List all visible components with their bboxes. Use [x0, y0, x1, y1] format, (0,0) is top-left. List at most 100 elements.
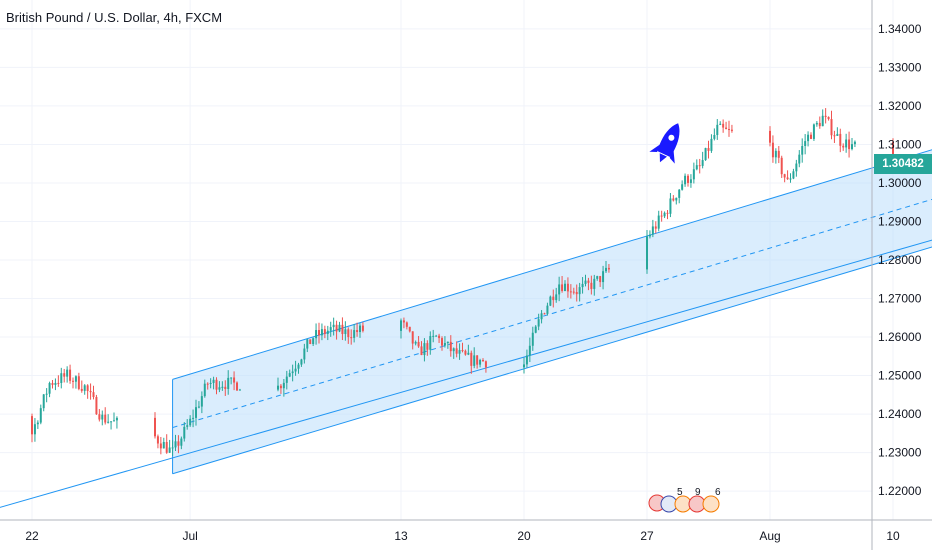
candle-body	[707, 148, 710, 151]
candle-body	[183, 426, 186, 439]
candle-body	[54, 382, 57, 385]
candle-body	[83, 385, 86, 391]
candle-body	[63, 373, 66, 377]
candle-body	[441, 338, 443, 346]
rocket-window	[668, 134, 675, 141]
candle-body	[356, 330, 359, 333]
candle-body	[537, 319, 540, 327]
candle-body	[209, 382, 212, 384]
candle-body	[710, 138, 713, 151]
parallel-channel[interactable]	[0, 71, 932, 533]
candle-body	[599, 276, 602, 283]
channel-mid-line	[172, 198, 932, 429]
candle-body	[675, 197, 678, 201]
x-tick-label: 10	[886, 529, 900, 543]
candle-body	[154, 417, 156, 437]
candle-body	[174, 441, 177, 448]
current-price-badge: 1.30482	[874, 154, 932, 175]
candle-body	[789, 178, 792, 180]
candle-body	[72, 380, 74, 382]
candle-body	[156, 436, 159, 444]
candle-body	[590, 282, 593, 289]
candle-body	[801, 145, 804, 155]
candle-body	[569, 291, 572, 293]
candle-body	[95, 397, 98, 415]
candle-body	[279, 385, 282, 389]
candle-body	[464, 350, 467, 355]
candle-body	[288, 373, 291, 377]
candle-body	[306, 339, 309, 349]
candle-body	[101, 414, 104, 420]
channel-fill	[172, 149, 932, 474]
candle-body	[719, 123, 722, 125]
candle-body	[684, 175, 687, 185]
candle-body	[33, 424, 36, 435]
candle-body	[804, 141, 807, 146]
candle-body	[810, 134, 812, 139]
candle-body	[777, 150, 780, 158]
candle-body	[31, 416, 33, 435]
candle-body	[689, 179, 692, 183]
candle-body	[57, 382, 60, 384]
candle-body	[605, 267, 607, 272]
candle-body	[233, 377, 236, 383]
candle-body	[417, 341, 420, 347]
candle-body	[525, 355, 528, 365]
candle-body	[177, 441, 180, 446]
candle-body	[60, 373, 63, 384]
candle-body	[523, 364, 525, 368]
y-tick-label: 1.25000	[878, 369, 922, 383]
event-count: 6	[715, 487, 721, 498]
rocket-icon	[649, 123, 680, 164]
candle-body	[113, 420, 115, 422]
candle-body	[607, 267, 610, 270]
candle-body	[414, 341, 417, 344]
x-tick-label: 20	[517, 529, 531, 543]
candle-body	[848, 139, 851, 150]
candle-body	[74, 376, 77, 382]
candle-body	[285, 376, 288, 383]
x-tick-label: Aug	[759, 529, 780, 543]
candle-body	[224, 386, 227, 389]
candle-body	[332, 324, 335, 328]
rocket-fin-left	[649, 143, 661, 153]
economic-events[interactable]: 5 9 6	[647, 487, 727, 514]
candle-body	[578, 287, 581, 295]
candle-body	[77, 376, 80, 389]
x-tick-label: Jul	[182, 529, 197, 543]
candle-body	[350, 337, 353, 339]
candle-body	[546, 305, 549, 314]
candle-body	[602, 271, 605, 283]
candle-body	[730, 129, 733, 131]
candle-body	[827, 116, 830, 120]
candle-body	[162, 442, 165, 449]
candle-body	[663, 212, 666, 217]
candle-body	[312, 338, 315, 345]
candle-body	[45, 393, 48, 395]
candle-body	[646, 236, 648, 270]
candle-body	[528, 345, 531, 356]
candle-body	[36, 422, 39, 425]
candle-body	[277, 385, 279, 390]
candle-body	[48, 383, 51, 394]
candle-body	[648, 234, 651, 237]
candle-body	[51, 383, 54, 385]
candle-body	[704, 148, 707, 161]
candle-body	[716, 124, 719, 135]
candle-body	[42, 394, 45, 409]
candle-body	[429, 336, 432, 350]
candle-body	[432, 335, 435, 337]
candle-body	[561, 284, 564, 291]
candle-body	[230, 377, 233, 379]
candle-body	[446, 341, 449, 343]
candle-body	[452, 348, 455, 352]
candle-body	[815, 122, 818, 125]
candle-body	[315, 330, 318, 339]
x-tick-label: 27	[640, 529, 654, 543]
candle-body	[780, 157, 783, 175]
candle-body	[206, 383, 209, 385]
candle-body	[408, 326, 411, 332]
candle-body	[774, 150, 777, 158]
candle-body	[347, 329, 350, 338]
